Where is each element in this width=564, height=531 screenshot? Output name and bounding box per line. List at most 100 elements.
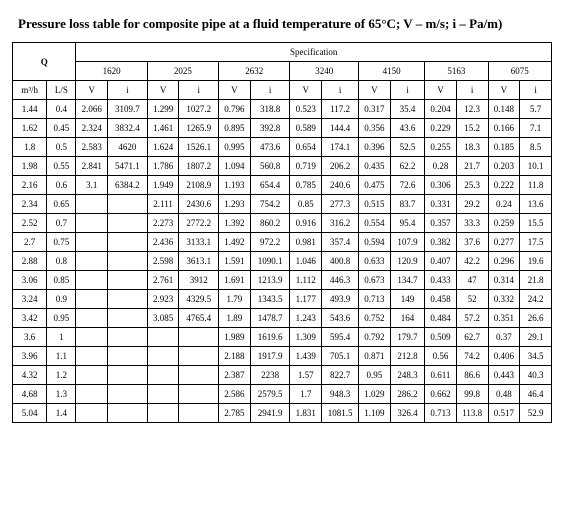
- cell-ls: 0.5: [47, 138, 76, 157]
- header-v: V: [359, 81, 391, 100]
- cell-m3h: 3.42: [13, 309, 47, 328]
- cell-v: 3.085: [147, 309, 179, 328]
- cell-v: 0.314: [488, 271, 520, 290]
- cell-v: 0.255: [425, 138, 457, 157]
- cell-i: 318.8: [250, 100, 290, 119]
- cell-ls: 1.2: [47, 366, 76, 385]
- cell-v: 0.204: [425, 100, 457, 119]
- cell-i: 3133.1: [179, 233, 219, 252]
- cell-i: 21.7: [456, 157, 488, 176]
- cell-i: 57.2: [456, 309, 488, 328]
- cell-i: 822.7: [322, 366, 359, 385]
- header-size: 2025: [147, 62, 218, 81]
- page-title: Pressure loss table for composite pipe a…: [12, 12, 552, 42]
- cell-v: 0.259: [488, 214, 520, 233]
- header-v: V: [425, 81, 457, 100]
- cell-v: 2.923: [147, 290, 179, 309]
- cell-v: 0.48: [488, 385, 520, 404]
- cell-i: 19.6: [520, 252, 552, 271]
- cell-i: 74.2: [456, 347, 488, 366]
- cell-i: 42.2: [456, 252, 488, 271]
- cell-v: [147, 385, 179, 404]
- cell-i: 3109.7: [108, 100, 148, 119]
- cell-i: 1265.9: [179, 119, 219, 138]
- cell-i: 4620: [108, 138, 148, 157]
- cell-i: 5.7: [520, 100, 552, 119]
- cell-i: 43.6: [390, 119, 424, 138]
- cell-v: 0.713: [359, 290, 391, 309]
- table-row: 1.980.552.8415471.11.7861807.21.094560.8…: [13, 157, 552, 176]
- cell-i: 754.2: [250, 195, 290, 214]
- cell-i: 248.3: [390, 366, 424, 385]
- cell-i: 37.6: [456, 233, 488, 252]
- cell-v: 0.719: [290, 157, 322, 176]
- cell-v: 1.309: [290, 328, 322, 347]
- cell-i: 33.3: [456, 214, 488, 233]
- cell-m3h: 2.16: [13, 176, 47, 195]
- cell-i: [108, 385, 148, 404]
- cell-m3h: 1.44: [13, 100, 47, 119]
- cell-v: 0.713: [425, 404, 457, 423]
- cell-v: 0.296: [488, 252, 520, 271]
- cell-i: 1213.9: [250, 271, 290, 290]
- cell-v: 0.185: [488, 138, 520, 157]
- cell-v: 0.443: [488, 366, 520, 385]
- cell-i: 595.4: [322, 328, 359, 347]
- cell-v: 2.598: [147, 252, 179, 271]
- cell-i: 40.3: [520, 366, 552, 385]
- cell-i: 47: [456, 271, 488, 290]
- cell-m3h: 4.68: [13, 385, 47, 404]
- cell-v: 0.407: [425, 252, 457, 271]
- cell-v: [76, 195, 108, 214]
- table-row: 2.340.652.1112430.61.293754.20.85277.30.…: [13, 195, 552, 214]
- cell-v: [76, 385, 108, 404]
- cell-v: 0.523: [290, 100, 322, 119]
- header-size: 3240: [290, 62, 359, 81]
- cell-v: 0.95: [359, 366, 391, 385]
- cell-v: 0.515: [359, 195, 391, 214]
- header-size: 6075: [488, 62, 551, 81]
- cell-v: [76, 328, 108, 347]
- cell-v: 0.332: [488, 290, 520, 309]
- cell-i: 21.8: [520, 271, 552, 290]
- cell-i: [108, 252, 148, 271]
- cell-i: 493.9: [322, 290, 359, 309]
- cell-i: 2430.6: [179, 195, 219, 214]
- pressure-loss-table: Q Specification 162020252632324041505163…: [12, 42, 552, 423]
- cell-v: 1.392: [219, 214, 251, 233]
- cell-v: 2.436: [147, 233, 179, 252]
- cell-i: [108, 404, 148, 423]
- cell-i: [108, 233, 148, 252]
- cell-i: 473.6: [250, 138, 290, 157]
- cell-v: 1.89: [219, 309, 251, 328]
- cell-v: 0.633: [359, 252, 391, 271]
- cell-v: 0.24: [488, 195, 520, 214]
- cell-m3h: 3.96: [13, 347, 47, 366]
- cell-v: 1.949: [147, 176, 179, 195]
- cell-v: 0.995: [219, 138, 251, 157]
- cell-i: 52: [456, 290, 488, 309]
- table-row: 3.961.12.1881917.91.439705.10.871212.80.…: [13, 347, 552, 366]
- cell-ls: 0.55: [47, 157, 76, 176]
- cell-i: [108, 271, 148, 290]
- cell-v: [147, 347, 179, 366]
- cell-i: 17.5: [520, 233, 552, 252]
- cell-ls: 0.7: [47, 214, 76, 233]
- cell-i: 206.2: [322, 157, 359, 176]
- cell-i: 1081.5: [322, 404, 359, 423]
- cell-m3h: 3.24: [13, 290, 47, 309]
- cell-i: 62.2: [390, 157, 424, 176]
- cell-i: 18.3: [456, 138, 488, 157]
- header-size: 1620: [76, 62, 147, 81]
- cell-i: 15.2: [456, 119, 488, 138]
- header-i: i: [108, 81, 148, 100]
- cell-i: 357.4: [322, 233, 359, 252]
- cell-v: 0.85: [290, 195, 322, 214]
- cell-v: 1.461: [147, 119, 179, 138]
- table-row: 3.420.953.0854765.41.891478.71.243543.60…: [13, 309, 552, 328]
- cell-v: 1.112: [290, 271, 322, 290]
- cell-i: 1027.2: [179, 100, 219, 119]
- cell-m3h: 3.06: [13, 271, 47, 290]
- cell-v: 2.841: [76, 157, 108, 176]
- cell-v: 0.981: [290, 233, 322, 252]
